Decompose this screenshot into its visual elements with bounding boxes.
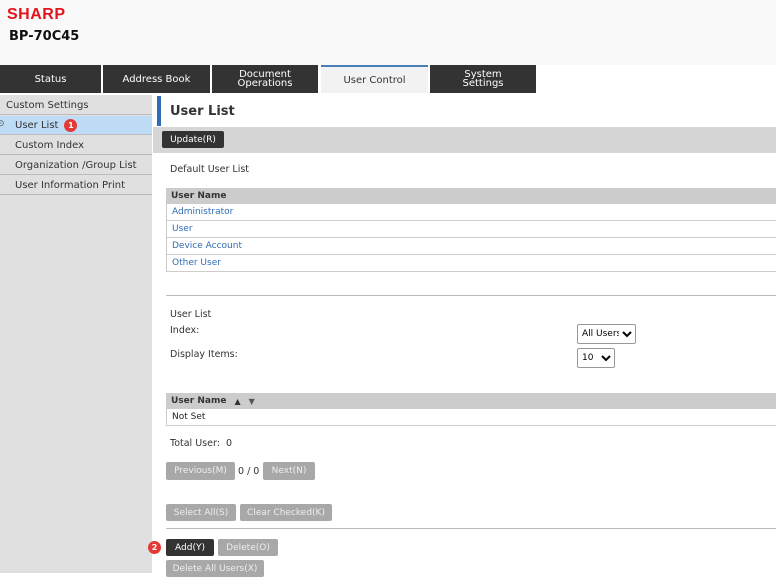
step-badge: 2 [148,541,161,554]
sidebar-item-user-information-print[interactable]: User Information Print [0,176,152,195]
table-row: User [166,221,776,238]
column-header-user-name: User Name [166,188,776,204]
clear-checked-button[interactable]: Clear Checked(K) [240,504,332,521]
model-name: BP-70C45 [9,29,80,44]
sidebar-section-custom-settings[interactable]: Custom Settings [0,96,152,115]
chevron-right-icon: ⊙ [0,119,5,129]
tab-document-operations[interactable]: Document Operations [212,65,318,93]
user-list-heading: User List [170,309,212,320]
total-user-value: 0 [225,438,232,449]
toolbar [153,127,776,153]
divider [166,295,776,296]
total-user-label: Total User: [170,438,220,449]
select-all-button[interactable]: Select All(S) [166,504,236,521]
tab-status[interactable]: Status [0,65,101,93]
table-row: Administrator [166,204,776,221]
display-items-label: Display Items: [170,349,238,360]
index-select[interactable]: All Users [577,324,636,344]
index-label: Index: [170,325,200,336]
user-link-administrator[interactable]: Administrator [172,207,234,217]
column-header-user-name-sortable: User Name ▲ ▼ [166,393,776,409]
display-items-select[interactable]: 10 [577,348,615,368]
sidebar-item-label: User List [15,119,59,131]
tab-address-book[interactable]: Address Book [103,65,210,93]
page-title: User List [157,96,776,126]
user-link-user[interactable]: User [172,224,193,234]
user-link-device-account[interactable]: Device Account [172,241,242,251]
row-text: Not Set [172,412,206,422]
column-label: User Name [171,396,227,406]
default-user-list-heading: Default User List [170,164,250,175]
sidebar-item-custom-index[interactable]: Custom Index [0,136,152,155]
step-badge: 1 [64,118,78,132]
divider [166,528,776,529]
sharp-logo: SHARP [7,6,66,23]
sidebar-item-organization-group-list[interactable]: Organization /Group List [0,156,152,175]
tab-user-control[interactable]: User Control [321,65,428,93]
add-button[interactable]: Add(Y) [166,539,214,556]
tab-system-settings[interactable]: System Settings [430,65,536,93]
sidebar-item-user-list[interactable]: ⊙ User List 1 [0,116,152,135]
user-link-other-user[interactable]: Other User [172,258,221,268]
table-row: Other User [166,255,776,272]
table-row: Not Set [166,409,776,426]
delete-all-users-button[interactable]: Delete All Users(X) [166,560,264,577]
total-user: Total User: 0 [170,438,232,449]
update-button[interactable]: Update(R) [162,131,224,148]
sort-ascending-icon[interactable]: ▲ [234,396,241,406]
delete-button[interactable]: Delete(O) [218,539,278,556]
header [0,0,776,65]
previous-button[interactable]: Previous(M) [166,462,235,480]
table-row: Device Account [166,238,776,255]
sort-descending-icon[interactable]: ▼ [248,396,255,406]
page-indicator: 0 / 0 [238,466,260,477]
next-button[interactable]: Next(N) [263,462,315,480]
